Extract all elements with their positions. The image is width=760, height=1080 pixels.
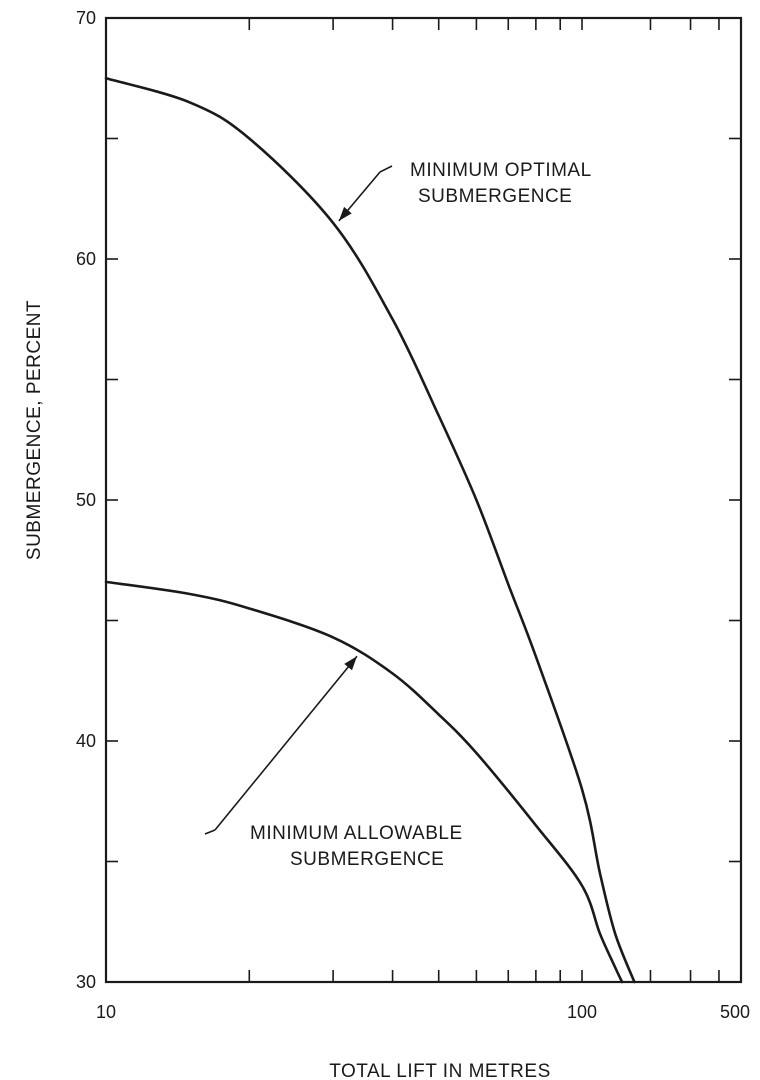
curves xyxy=(104,77,636,984)
y-tick-label: 50 xyxy=(76,490,96,510)
y-tick-label: 60 xyxy=(76,249,96,269)
y-axis-label: SUBMERGENCE, PERCENT xyxy=(24,300,45,560)
allowable-submergence-curve xyxy=(104,580,624,984)
y-tick-label: 40 xyxy=(76,731,96,751)
allowable-arrow-tail xyxy=(204,829,216,835)
optimal-arrow xyxy=(338,171,381,222)
annotations: MINIMUM OPTIMAL SUBMERGENCE MINIMUM ALLOWA… xyxy=(204,160,592,870)
optimal-label-line2: SUBMERGENCE xyxy=(418,186,572,207)
allowable-label-line2: SUBMERGENCE xyxy=(290,849,444,870)
optimal-label-line1: MINIMUM OPTIMAL xyxy=(410,160,592,181)
x-tick-label: 100 xyxy=(567,1002,597,1022)
x-axis-label: TOTAL LIFT IN METRES xyxy=(329,1061,551,1080)
y-tick-label: 30 xyxy=(76,972,96,992)
plot-frame xyxy=(104,16,743,984)
optimal-arrow-head xyxy=(338,206,352,221)
allowable-arrow xyxy=(214,655,358,831)
optimal-submergence-curve xyxy=(104,77,636,984)
x-tick-label: 10 xyxy=(96,1002,116,1022)
allowable-arrow-line xyxy=(214,655,358,831)
allowable-arrow-head xyxy=(344,656,357,671)
optimal-arrow-tail xyxy=(379,165,393,173)
x-tick-label: 500 xyxy=(720,1002,750,1022)
axis-ticks xyxy=(106,18,741,982)
y-tick-label: 70 xyxy=(76,8,96,28)
tick-labels: 10 100 500 30 40 50 60 70 xyxy=(76,8,750,1022)
allowable-label-line1: MINIMUM ALLOWABLE xyxy=(250,823,463,844)
